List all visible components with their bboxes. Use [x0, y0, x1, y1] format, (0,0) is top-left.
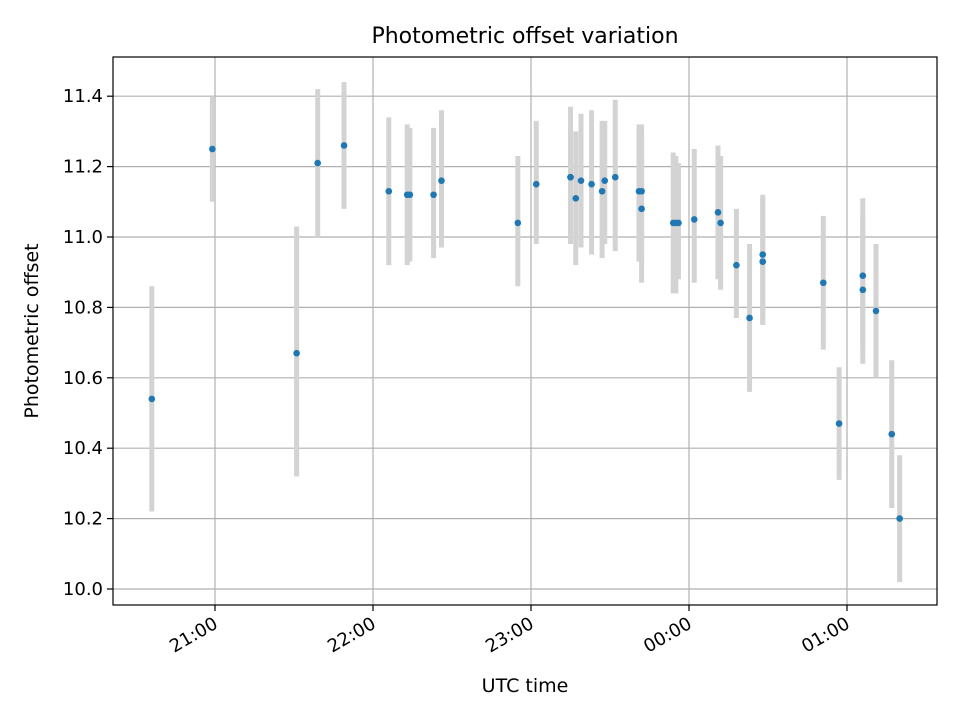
y-tick-label: 11.4 [63, 86, 103, 107]
data-point [820, 279, 827, 287]
y-tick-label: 11.0 [63, 227, 103, 248]
data-point [209, 145, 216, 153]
data-point [638, 187, 645, 195]
data-point [532, 180, 540, 188]
data-point [690, 216, 698, 223]
data-point [598, 187, 606, 195]
data-point [759, 251, 767, 258]
y-tick-label: 10.2 [63, 509, 103, 530]
grid-lines [113, 57, 937, 605]
data-point [717, 219, 724, 227]
data-point [293, 349, 300, 357]
data-point [438, 177, 445, 184]
y-tick-label: 10.6 [63, 368, 103, 389]
y-tick-label: 10.4 [63, 438, 103, 459]
data-point [611, 173, 619, 181]
data-point [746, 314, 753, 322]
data-point [314, 159, 322, 167]
data-point [638, 205, 645, 213]
data-points [148, 142, 903, 522]
data-point [601, 177, 609, 184]
y-axis-ticks: 10.0 10.2 10.4 10.6 10.8 11.0 11.2 11.4 [63, 86, 113, 600]
y-tick-label: 10.8 [63, 297, 103, 318]
data-point [835, 420, 843, 427]
chart-title: Photometric offset variation [371, 24, 678, 49]
data-point [733, 261, 740, 269]
data-point [406, 191, 414, 199]
data-point [385, 187, 393, 195]
data-point [148, 395, 156, 403]
plot-frame [112, 56, 938, 606]
data-point [675, 219, 682, 227]
data-point [572, 194, 580, 202]
data-point [859, 272, 867, 280]
y-tick-label: 11.2 [63, 157, 103, 178]
data-point [577, 177, 585, 184]
data-point [567, 173, 574, 181]
data-point [588, 180, 595, 188]
y-axis-label: Photometric offset [21, 243, 43, 418]
data-point [859, 286, 867, 294]
data-point [759, 258, 767, 265]
data-point [430, 191, 437, 199]
data-point [514, 219, 522, 227]
data-point [340, 142, 348, 149]
data-point [714, 209, 722, 216]
data-point [872, 307, 880, 315]
data-point [896, 515, 903, 522]
y-tick-label: 10.0 [63, 579, 103, 600]
x-axis-label: UTC time [482, 675, 569, 697]
data-point [888, 430, 896, 438]
